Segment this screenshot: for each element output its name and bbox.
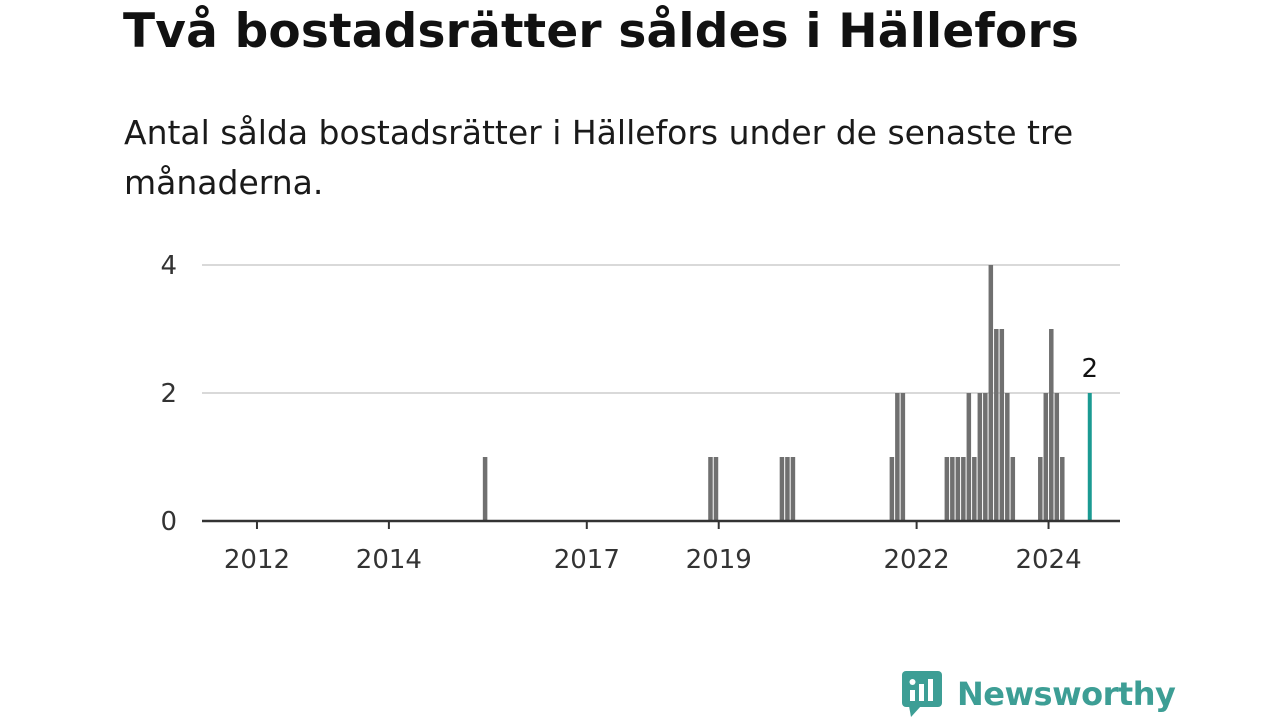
data-label: 2 (1081, 354, 1098, 384)
x-tick-label: 2019 (686, 545, 752, 575)
highlight-bar (1087, 393, 1092, 521)
y-tick-label: 2 (160, 379, 177, 409)
bar (779, 457, 785, 521)
y-tick-label: 4 (160, 251, 177, 281)
bar (983, 393, 988, 521)
bar (972, 457, 977, 521)
bar (977, 393, 983, 521)
y-tick-label: 0 (160, 507, 177, 537)
bar (1005, 393, 1010, 521)
bar (944, 457, 950, 521)
bar (1049, 329, 1054, 521)
newsworthy-logo: Newsworthy (901, 670, 1176, 718)
bar (889, 457, 895, 521)
bar (950, 457, 955, 521)
bar (708, 457, 713, 521)
bar (713, 457, 719, 521)
newsworthy-logo-icon (902, 671, 942, 717)
bar (482, 457, 488, 521)
bar (961, 457, 966, 521)
bar (999, 329, 1005, 521)
bar (966, 393, 972, 521)
bar (790, 457, 796, 521)
bar (994, 329, 999, 521)
bar (895, 393, 900, 521)
chart-subtitle: Antal sålda bostadsrätter i Hällefors un… (124, 113, 1074, 202)
bar (1043, 393, 1049, 521)
bar (988, 265, 994, 521)
bar (1010, 457, 1016, 521)
x-tick-label: 2022 (884, 545, 950, 575)
bar (1060, 457, 1065, 521)
x-tick-label: 2017 (554, 545, 620, 575)
newsworthy-logo-text: Newsworthy (957, 675, 1176, 713)
bar (785, 457, 790, 521)
bar (1054, 393, 1060, 521)
x-tick-label: 2024 (1015, 545, 1081, 575)
bar (1038, 457, 1043, 521)
bar (900, 393, 906, 521)
chart-title: Två bostadsrätter såldes i Hällefors (123, 4, 1080, 59)
x-tick-label: 2014 (356, 545, 422, 575)
bar (955, 457, 961, 521)
x-tick-label: 2012 (224, 545, 290, 575)
